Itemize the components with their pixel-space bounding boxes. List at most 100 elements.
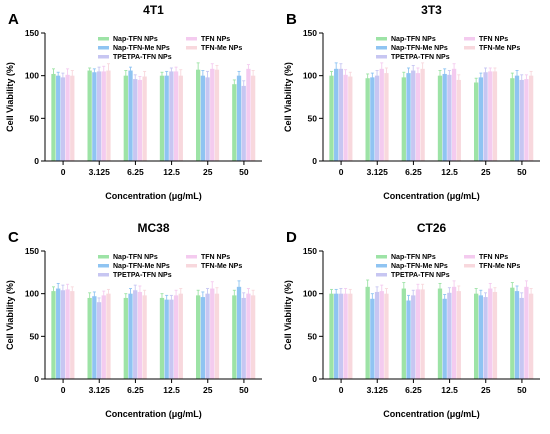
legend-swatch [376, 273, 387, 277]
x-tick-label: 12.5 [163, 385, 180, 395]
legend-entry: Nap-TFN NPs [391, 254, 436, 261]
legend-entry: TFN NPs [201, 36, 230, 43]
bar [106, 293, 111, 379]
legend-swatch [186, 255, 197, 259]
legend-entry: TFN NPs [479, 36, 508, 43]
bar [370, 298, 375, 379]
legend-entry: Nap-TFN-Me NPs [113, 263, 170, 270]
chart-panel-ct26: D CT26 Cell Viability (%) Concentration (μg… [283, 221, 540, 419]
legend-entry: Nap-TFN NPs [391, 36, 436, 43]
bar [492, 291, 498, 379]
bar [411, 295, 416, 379]
bar [483, 297, 488, 379]
y-tick-label: 50 [308, 113, 318, 123]
bar [519, 79, 524, 161]
x-axis-label: Concentration (μg/mL) [105, 409, 202, 419]
panel-letter: B [286, 11, 297, 28]
bar [384, 293, 389, 379]
x-tick-label: 25 [481, 167, 491, 177]
bar [241, 297, 246, 379]
x-tick-label: 6.25 [405, 385, 422, 395]
x-tick-label: 25 [481, 385, 491, 395]
bar [415, 73, 421, 161]
bar [133, 290, 138, 379]
x-tick-label: 50 [239, 167, 249, 177]
x-tick-label: 3.125 [367, 167, 389, 177]
bar [250, 295, 256, 379]
bar [159, 297, 165, 379]
bar [401, 288, 406, 379]
bar [214, 293, 220, 379]
bar [51, 291, 56, 379]
y-tick-label: 150 [303, 246, 317, 256]
legend-swatch [98, 55, 109, 59]
y-axis-label: Cell Viability (%) [283, 62, 293, 132]
bar [173, 295, 179, 379]
bar [379, 291, 384, 379]
bar [169, 71, 174, 161]
bar [178, 75, 183, 161]
y-tick-label: 50 [30, 331, 40, 341]
legend-entry: Nap-TFN-Me NPs [113, 45, 170, 52]
bar [236, 286, 242, 379]
x-axis-label: Concentration (μg/mL) [383, 409, 480, 419]
bar [510, 78, 515, 161]
x-tick-label: 6.25 [127, 167, 144, 177]
bar [406, 300, 411, 379]
legend-entry: TFN NPs [479, 254, 508, 261]
bar [524, 79, 529, 161]
bar [456, 79, 461, 161]
bar [379, 68, 384, 161]
y-axis-label: Cell Viability (%) [5, 62, 15, 132]
legend-entry: TFN-Me NPs [479, 45, 520, 52]
x-tick-label: 0 [339, 167, 344, 177]
legend-swatch [98, 46, 109, 50]
legend-entry: TFN-Me NPs [201, 263, 242, 270]
y-tick-label: 0 [34, 156, 39, 166]
chart-title: MC38 [137, 221, 169, 235]
bar [338, 293, 344, 379]
bar [70, 291, 75, 379]
legend-swatch [376, 264, 387, 268]
legend-entry: TPETPA-TFN NPs [391, 272, 450, 279]
bar [106, 70, 111, 161]
bar [92, 296, 97, 379]
legend-swatch [98, 255, 109, 259]
legend-entry: TPETPA-TFN NPs [113, 54, 172, 61]
y-tick-label: 150 [25, 28, 39, 38]
legend-swatch [98, 273, 109, 277]
bar [384, 73, 389, 161]
bar [514, 75, 520, 161]
bar [123, 297, 128, 379]
legend-swatch [376, 55, 387, 59]
bar [210, 68, 215, 161]
legend-swatch [464, 37, 475, 41]
bar [401, 77, 406, 161]
x-tick-label: 0 [61, 385, 66, 395]
bar [514, 291, 520, 379]
chart-panel-3t3: B 3T3 Cell Viability (%) Concentration (μg/… [283, 3, 540, 201]
bar [483, 72, 488, 161]
legend-swatch [98, 37, 109, 41]
x-tick-label: 0 [61, 167, 66, 177]
chart-title: 3T3 [421, 3, 442, 17]
bar [60, 290, 66, 379]
legend-swatch [376, 37, 387, 41]
bar [370, 77, 375, 161]
y-tick-label: 100 [303, 71, 317, 81]
legend-swatch [98, 264, 109, 268]
bar [137, 291, 143, 379]
x-tick-label: 50 [239, 385, 249, 395]
legend-entry: TFN-Me NPs [201, 45, 242, 52]
bar [329, 75, 334, 161]
bar [60, 77, 66, 161]
bar [492, 71, 498, 161]
bar [196, 295, 201, 379]
bar [488, 288, 493, 379]
chart-panel-mc38: C MC38 Cell Viability (%) Concentration (μg… [5, 221, 262, 419]
legend-swatch [464, 255, 475, 259]
legend-entry: TPETPA-TFN NPs [391, 54, 450, 61]
legend-swatch [376, 46, 387, 50]
y-tick-label: 150 [25, 246, 39, 256]
